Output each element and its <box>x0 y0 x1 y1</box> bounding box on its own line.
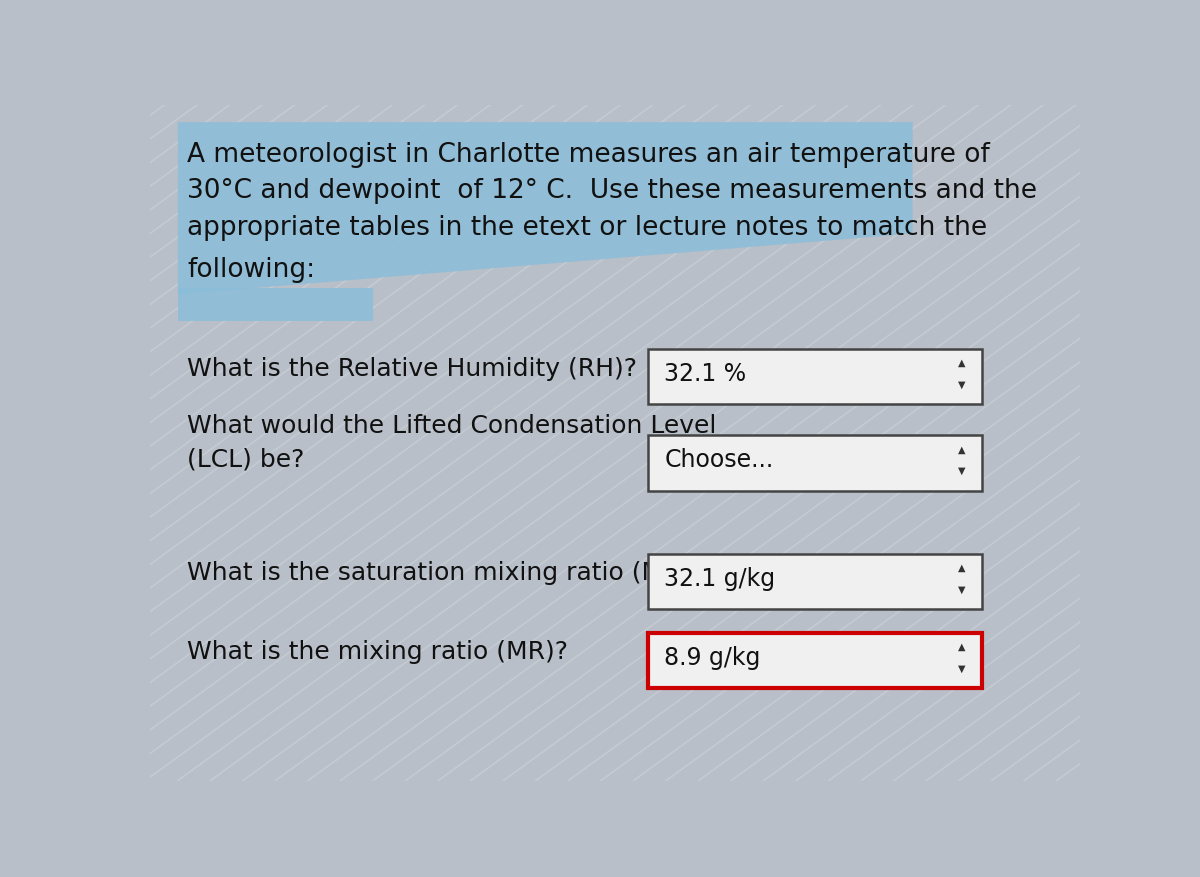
Text: (LCL) be?: (LCL) be? <box>187 448 305 472</box>
Text: ▼: ▼ <box>958 663 966 674</box>
Text: Choose...: Choose... <box>665 448 774 473</box>
Text: ▼: ▼ <box>958 380 966 389</box>
Text: ▲: ▲ <box>958 445 966 454</box>
Polygon shape <box>178 288 373 321</box>
Text: appropriate tables in the etext or lecture notes to match the: appropriate tables in the etext or lectu… <box>187 215 988 240</box>
Text: 8.9 g/kg: 8.9 g/kg <box>665 645 761 670</box>
Text: ▼: ▼ <box>958 584 966 595</box>
Text: ▲: ▲ <box>958 563 966 573</box>
Text: What is the saturation mixing ratio (MRₛ)?: What is the saturation mixing ratio (MRₛ… <box>187 561 713 585</box>
Text: ▲: ▲ <box>958 642 966 652</box>
Text: following:: following: <box>187 257 316 283</box>
Text: ▼: ▼ <box>958 467 966 476</box>
Polygon shape <box>178 122 912 295</box>
Text: ▲: ▲ <box>958 358 966 368</box>
FancyBboxPatch shape <box>648 349 983 404</box>
FancyBboxPatch shape <box>648 436 983 491</box>
Text: What is the mixing ratio (MR)?: What is the mixing ratio (MR)? <box>187 640 569 664</box>
Text: What would the Lifted Condensation Level: What would the Lifted Condensation Level <box>187 414 716 438</box>
Text: 32.1 g/kg: 32.1 g/kg <box>665 567 775 590</box>
Text: A meteorologist in Charlotte measures an air temperature of: A meteorologist in Charlotte measures an… <box>187 142 990 168</box>
FancyBboxPatch shape <box>648 632 983 688</box>
Text: 30°C and dewpoint  of 12° C.  Use these measurements and the: 30°C and dewpoint of 12° C. Use these me… <box>187 178 1037 204</box>
Text: What is the Relative Humidity (RH)?: What is the Relative Humidity (RH)? <box>187 357 637 381</box>
Text: 32.1 %: 32.1 % <box>665 362 746 386</box>
FancyBboxPatch shape <box>648 553 983 609</box>
